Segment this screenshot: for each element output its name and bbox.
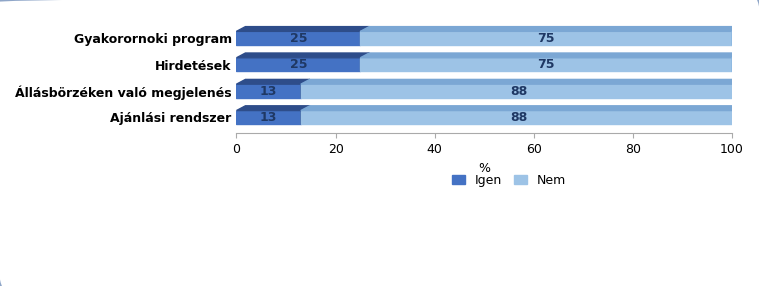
Legend: Igen, Nem: Igen, Nem	[447, 169, 571, 192]
Bar	[237, 111, 301, 124]
Bar	[237, 84, 301, 98]
Polygon shape	[301, 106, 746, 111]
Polygon shape	[361, 53, 370, 72]
Bar	[301, 84, 737, 98]
Bar	[361, 31, 732, 45]
Polygon shape	[737, 80, 746, 98]
Polygon shape	[737, 106, 746, 124]
Text: 13: 13	[260, 85, 277, 98]
Bar	[361, 58, 732, 72]
Polygon shape	[301, 80, 746, 84]
Polygon shape	[237, 27, 370, 31]
Polygon shape	[361, 53, 741, 58]
Bar	[237, 31, 361, 45]
Text: 88: 88	[510, 111, 528, 124]
Text: 25: 25	[290, 58, 307, 71]
Polygon shape	[361, 27, 741, 31]
Polygon shape	[301, 106, 310, 124]
Bar	[237, 58, 361, 72]
Polygon shape	[237, 53, 370, 58]
Polygon shape	[237, 80, 310, 84]
Polygon shape	[237, 106, 310, 111]
Polygon shape	[732, 27, 741, 45]
Text: 13: 13	[260, 111, 277, 124]
Polygon shape	[361, 27, 370, 45]
Text: 25: 25	[290, 32, 307, 45]
Text: 75: 75	[537, 58, 555, 71]
X-axis label: %: %	[478, 162, 490, 174]
Text: 88: 88	[510, 85, 528, 98]
Text: 75: 75	[537, 32, 555, 45]
Bar	[301, 111, 737, 124]
Polygon shape	[301, 80, 310, 98]
Polygon shape	[732, 53, 741, 72]
